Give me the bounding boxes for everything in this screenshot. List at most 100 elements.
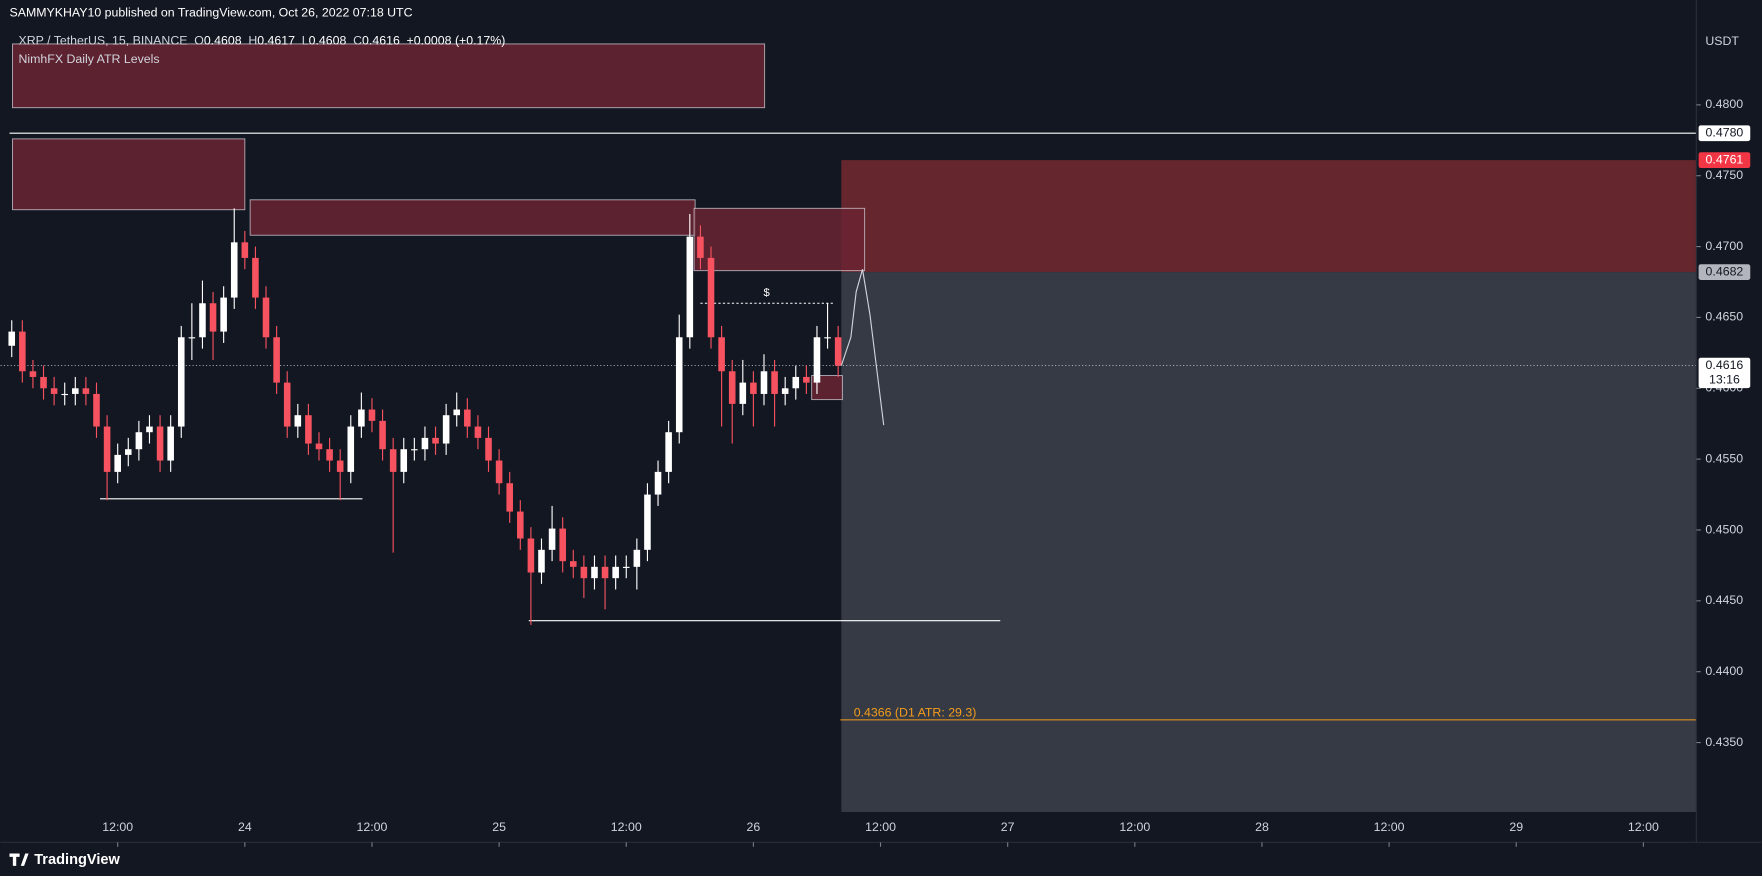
candle-body	[771, 371, 778, 394]
candle-body	[495, 460, 503, 484]
y-tick-label: 0.4800	[1705, 97, 1743, 111]
change: +0.0008 (+0.17%)	[407, 34, 506, 48]
candle-body	[230, 242, 238, 298]
candle-body	[697, 236, 704, 258]
price-badge-label: 0.4761	[1706, 152, 1744, 166]
candle-body	[824, 337, 831, 339]
candle-body	[379, 420, 386, 450]
candle-body	[8, 331, 16, 346]
ohlc-letter: H	[248, 34, 257, 48]
ohlc-value: 0.4608	[309, 34, 347, 48]
candle-body	[601, 566, 609, 579]
candle-body	[315, 443, 323, 450]
y-tick-label: 0.4400	[1705, 664, 1743, 678]
candle-body	[199, 303, 206, 338]
candle-body	[474, 426, 482, 438]
candle-body	[728, 371, 736, 404]
candle-body	[718, 337, 725, 372]
candle-body	[93, 393, 100, 427]
candle-body	[72, 388, 79, 394]
x-tick-label: 24	[238, 820, 252, 834]
price-badge-label: 0.4682	[1706, 264, 1744, 278]
candle-body	[569, 561, 577, 567]
candle-body	[358, 409, 365, 427]
candle-body	[19, 331, 26, 372]
y-tick-label: 0.4650	[1705, 310, 1743, 324]
supply-zone	[12, 138, 246, 211]
ohlc-value: 0.4608	[204, 34, 242, 48]
candle-body	[612, 566, 619, 579]
candle-body	[294, 415, 302, 427]
candle-body	[548, 528, 556, 550]
indicator-name: NimhFX Daily ATR Levels	[18, 52, 159, 66]
candle-body	[750, 382, 757, 394]
candle-body	[336, 460, 344, 472]
candle-body	[792, 376, 800, 389]
x-tick-label: 12:00	[357, 820, 388, 834]
price-badge-label: 0.4780	[1706, 125, 1744, 139]
supply-zone	[12, 43, 766, 109]
currency: USDT	[1705, 34, 1739, 48]
legend-line: XRP / TetherUS, 15, BINANCE O0.4608 H0.461…	[18, 34, 505, 48]
atr-label: 0.4366 (D1 ATR: 29.3)	[854, 705, 977, 719]
candle-body	[368, 409, 376, 421]
candle-body	[506, 483, 513, 512]
y-tick-label: 0.4750	[1705, 168, 1743, 182]
candle-body	[305, 415, 312, 444]
candle-body	[622, 566, 630, 568]
ohlc-letter: L	[302, 34, 309, 48]
candle-body	[400, 449, 408, 472]
line-label: $	[764, 287, 771, 299]
candle-body	[389, 449, 397, 472]
candle-body	[347, 426, 355, 472]
candle-body	[273, 337, 280, 383]
candle-body	[421, 437, 429, 450]
candle-body	[517, 511, 524, 539]
candle-body	[103, 426, 111, 472]
candle-body	[580, 566, 588, 579]
logo: TradingView	[9, 852, 121, 868]
candle-body	[813, 337, 821, 383]
candle-body	[527, 538, 535, 573]
candle-body	[686, 236, 694, 338]
projection-path	[840, 269, 885, 426]
y-tick-label: 0.4550	[1705, 451, 1743, 465]
price-badge	[1698, 264, 1751, 280]
candle-body	[432, 437, 439, 444]
candle-body	[739, 382, 747, 404]
x-tick-label: 28	[1255, 820, 1269, 834]
candle-body	[559, 528, 566, 562]
candle-body	[675, 337, 683, 433]
x-tick-label: 27	[1001, 820, 1015, 834]
supply-zone	[249, 199, 696, 236]
candle-body	[167, 426, 174, 461]
last-price-badge	[1698, 357, 1751, 389]
candle-body	[61, 393, 68, 396]
candle-body	[209, 303, 217, 332]
candle-body	[29, 371, 37, 377]
candle-body	[442, 415, 450, 444]
publisher: SAMMYKHAY10 published on TradingView.com…	[9, 6, 412, 20]
candle-body	[464, 409, 471, 427]
candle-body	[591, 566, 598, 579]
candle-body	[146, 426, 153, 433]
x-tick-label: 12:00	[1628, 820, 1659, 834]
price-badge	[1698, 152, 1751, 168]
candle-body	[485, 437, 492, 461]
y-tick-label: 0.4450	[1705, 593, 1743, 607]
candle-body	[156, 426, 164, 461]
ohlc-letter: O	[194, 34, 204, 48]
candle-body	[644, 494, 651, 550]
ohlc-letter: C	[353, 34, 362, 48]
y-tick-label: 0.4700	[1705, 239, 1743, 253]
candle-body	[283, 382, 291, 427]
target-zone	[841, 160, 1697, 273]
candle-body	[241, 242, 249, 258]
candle-body	[453, 409, 461, 416]
candle-body	[188, 337, 196, 339]
logo-icon	[9, 853, 29, 866]
x-tick-label: 12:00	[102, 820, 133, 834]
candle-body	[252, 257, 259, 298]
x-tick-label: 29	[1509, 820, 1523, 834]
